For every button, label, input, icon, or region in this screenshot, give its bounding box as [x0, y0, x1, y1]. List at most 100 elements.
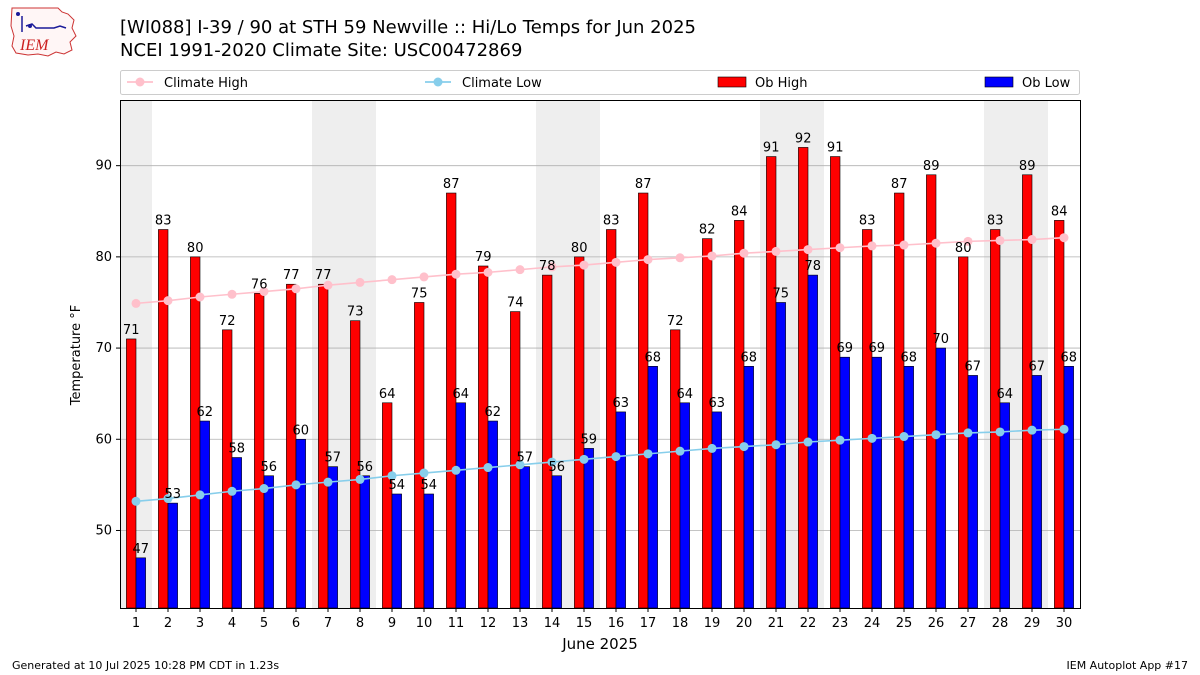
climate-low-point-7	[323, 477, 333, 487]
ob-high-label-22: 92	[795, 131, 812, 146]
ob-low-bar-14	[551, 475, 562, 609]
ob-low-label-4: 58	[229, 442, 246, 457]
x-tick-label-14: 14	[544, 616, 561, 631]
climate-high-point-8	[355, 277, 365, 287]
x-tick-label-11: 11	[448, 616, 465, 631]
x-tick-label-18: 18	[672, 616, 689, 631]
x-tick-label-24: 24	[864, 616, 881, 631]
x-tick-label-22: 22	[800, 616, 817, 631]
x-tick-label-6: 6	[292, 616, 300, 631]
ob-low-label-19: 63	[709, 396, 726, 411]
x-tick-label-26: 26	[928, 616, 945, 631]
x-tick-label-17: 17	[640, 616, 657, 631]
ob-low-label-5: 56	[261, 460, 278, 475]
y-tick-label-70: 70	[95, 341, 112, 356]
ob-high-bar-3	[190, 256, 201, 609]
ob-high-label-18: 72	[667, 314, 684, 329]
climate-low-point-14	[547, 457, 557, 467]
ob-low-label-26: 70	[933, 332, 950, 347]
x-tick-label-9: 9	[388, 616, 396, 631]
climate-high-point-5	[259, 287, 269, 297]
legend: Climate High Climate Low Ob High Ob Low	[120, 70, 1080, 95]
ob-low-bar-5	[263, 475, 274, 609]
legend-climate-high-marker	[135, 77, 145, 87]
ob-low-label-2: 53	[165, 487, 182, 502]
ob-low-label-27: 67	[965, 359, 982, 374]
climate-high-point-27	[963, 236, 973, 246]
ob-high-label-3: 80	[187, 241, 204, 256]
grid-lines	[120, 165, 1080, 531]
climate-high-point-24	[867, 241, 877, 251]
ob-low-bar-4	[231, 457, 242, 609]
ob-low-label-25: 68	[901, 350, 918, 365]
ob-low-label-3: 62	[197, 405, 214, 420]
ob-high-label-9: 64	[379, 387, 396, 402]
climate-high-point-30	[1059, 233, 1069, 243]
y-tick-label-50: 50	[95, 523, 112, 538]
climate-low-point-30	[1059, 424, 1069, 434]
y-tick-label-60: 60	[95, 432, 112, 447]
ob-low-label-16: 63	[613, 396, 630, 411]
ob-low-label-1: 47	[133, 542, 150, 557]
ob-low-bar-27	[967, 375, 978, 609]
climate-low-point-21	[771, 440, 781, 450]
ob-low-label-7: 57	[325, 451, 342, 466]
ob-low-label-29: 67	[1029, 359, 1046, 374]
ob-low-bar-30	[1063, 366, 1074, 609]
ob-high-label-15: 80	[571, 241, 588, 256]
ob-low-bar-7	[327, 466, 338, 609]
ob-low-label-9: 54	[389, 478, 406, 493]
iem-logo: IEM	[10, 7, 77, 57]
legend-ob-low-label: Ob Low	[1022, 76, 1071, 91]
ob-high-label-17: 87	[635, 177, 652, 192]
svg-text:IEM: IEM	[19, 37, 50, 54]
x-tick-label-4: 4	[228, 616, 236, 631]
ob-high-bar-25	[894, 192, 905, 609]
climate-low-point-12	[483, 463, 493, 473]
climate-low-point-29	[1027, 425, 1037, 435]
x-tick-label-30: 30	[1056, 616, 1073, 631]
ob-high-label-11: 87	[443, 177, 460, 192]
legend-climate-low-marker	[433, 77, 443, 87]
x-tick-label-21: 21	[768, 616, 785, 631]
climate-low-point-3	[195, 490, 205, 500]
climate-high-point-16	[611, 257, 621, 267]
ob-high-label-26: 89	[923, 159, 940, 174]
ob-low-label-21: 75	[773, 286, 790, 301]
ob-high-bar-4	[222, 329, 233, 609]
x-tick-label-1: 1	[132, 616, 140, 631]
x-axis-title: June 2025	[561, 635, 638, 653]
climate-high-point-1	[131, 298, 141, 308]
climate-low-point-8	[355, 474, 365, 484]
x-tick-label-12: 12	[480, 616, 497, 631]
x-tick-label-13: 13	[512, 616, 529, 631]
ob-low-label-17: 68	[645, 350, 662, 365]
x-tick-label-29: 29	[1024, 616, 1041, 631]
ob-low-bar-19	[711, 411, 722, 609]
climate-lines	[131, 233, 1069, 506]
bars	[126, 147, 1074, 609]
ob-high-label-29: 89	[1019, 159, 1036, 174]
ob-high-bar-5	[254, 293, 265, 609]
ob-low-label-18: 64	[677, 387, 694, 402]
climate-high-point-9	[387, 275, 397, 285]
ob-low-bar-2	[167, 502, 178, 609]
x-tick-label-10: 10	[416, 616, 433, 631]
climate-low-point-26	[931, 430, 941, 440]
ob-high-label-14: 78	[539, 259, 556, 274]
ob-high-label-8: 73	[347, 305, 364, 320]
ob-high-bar-20	[734, 220, 745, 609]
legend-ob-low-swatch	[984, 76, 1014, 88]
x-tick-label-19: 19	[704, 616, 721, 631]
ob-low-bar-9	[391, 493, 402, 609]
ob-low-label-6: 60	[293, 423, 310, 438]
ob-low-bar-26	[935, 347, 946, 609]
climate-high-point-12	[483, 267, 493, 277]
ob-high-label-1: 71	[123, 323, 140, 338]
ob-high-label-28: 83	[987, 214, 1004, 229]
ob-low-bar-15	[583, 448, 594, 609]
ob-low-label-8: 56	[357, 460, 374, 475]
ob-low-label-20: 68	[741, 350, 758, 365]
climate-high-point-7	[323, 280, 333, 290]
